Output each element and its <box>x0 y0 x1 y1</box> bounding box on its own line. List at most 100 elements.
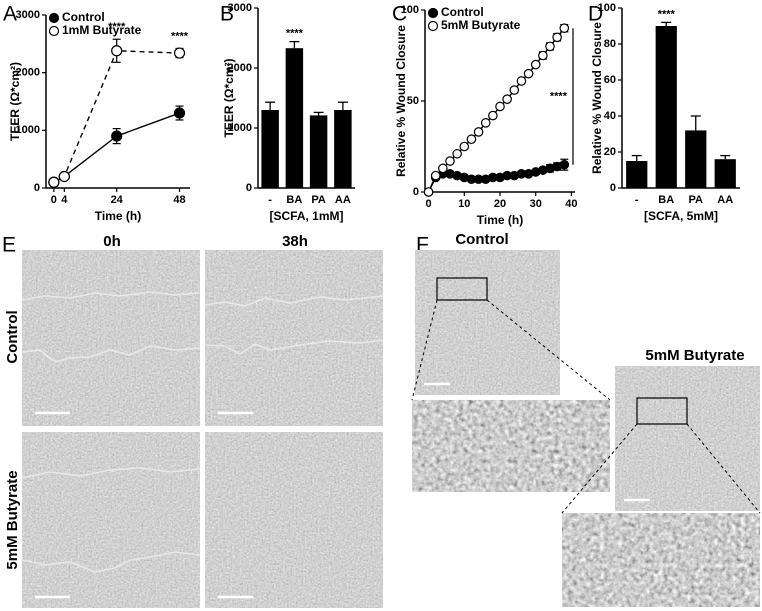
wound-edge <box>204 339 384 355</box>
image-label: 5mM Butyrate <box>645 347 744 364</box>
wound-edge <box>204 295 384 307</box>
zoom-micrograph <box>411 399 611 493</box>
wound-edge <box>21 551 201 573</box>
panel-letter: A <box>3 3 17 26</box>
marker <box>538 50 548 61</box>
zoom-line <box>561 423 638 514</box>
x-tick-label: 24 <box>111 194 124 206</box>
zoom-figure <box>411 250 761 608</box>
series-line <box>53 50 180 183</box>
y-tick-label: 0 <box>246 182 252 194</box>
x-tick-label: 10 <box>458 198 470 210</box>
image-label: Control <box>455 231 508 248</box>
marker <box>445 156 455 166</box>
y-tick-label: 50 <box>407 95 419 107</box>
micrograph <box>205 432 383 608</box>
micrograph <box>205 250 383 426</box>
marker <box>502 94 512 104</box>
legend-marker <box>427 7 439 19</box>
significance: **** <box>171 30 189 42</box>
zoom-micrograph <box>561 512 761 608</box>
significance: **** <box>286 28 304 40</box>
x-tick-label: - <box>268 194 272 206</box>
micrograph <box>22 432 200 608</box>
y-tick-label: 1000 <box>228 122 252 134</box>
bar <box>334 110 352 188</box>
x-tick-label: 20 <box>494 198 506 210</box>
marker <box>430 170 441 181</box>
x-tick-label: 4 <box>61 194 68 206</box>
y-tick-label: 100 <box>401 4 419 16</box>
x-tick-label: 48 <box>173 194 185 206</box>
panel-letter: C <box>392 3 407 26</box>
y-tick-label: 20 <box>604 146 616 158</box>
series-line <box>53 112 180 183</box>
panel-letter: E <box>2 234 16 257</box>
significance: **** <box>550 90 568 102</box>
significance: **** <box>658 8 676 20</box>
x-tick-label: 30 <box>530 198 542 210</box>
marker <box>58 170 70 183</box>
marker <box>530 59 541 70</box>
row-header: Control <box>4 310 21 363</box>
bar <box>626 161 648 188</box>
y-axis-label: TEER (Ω*cm²) <box>8 62 22 141</box>
legend-label: 5mM Butyrate <box>441 18 521 32</box>
marker <box>516 76 527 86</box>
row-header: 5mM Butyrate <box>4 470 21 569</box>
marker <box>559 23 570 33</box>
marker <box>48 176 60 188</box>
legend-marker <box>48 25 60 37</box>
y-tick-label: 60 <box>604 74 616 86</box>
panel-letter: B <box>220 3 234 26</box>
marker <box>545 41 555 52</box>
significance: **** <box>108 21 126 33</box>
y-axis-label: Relative % Wound Closure <box>590 22 604 174</box>
x-axis-label: Time (h) <box>95 209 141 223</box>
y-tick-label: 2000 <box>228 62 252 74</box>
x-tick-label: BA <box>286 194 302 206</box>
legend-marker <box>48 12 60 24</box>
bar <box>685 130 707 188</box>
column-header: 0h <box>103 233 121 250</box>
y-tick-label: 80 <box>604 38 616 50</box>
x-axis-label: Time (h) <box>477 213 523 227</box>
y-tick-label: 2000 <box>16 67 40 79</box>
x-tick-label: PA <box>689 194 704 206</box>
legend-label: Control <box>441 5 484 19</box>
zoom-line <box>686 423 761 514</box>
bar <box>655 26 677 188</box>
micrograph <box>22 250 200 426</box>
bar <box>309 115 328 188</box>
y-axis-label: TEER (Ω*cm²) <box>222 59 236 138</box>
y-tick-label: 0 <box>610 182 616 194</box>
marker <box>438 163 448 174</box>
x-tick-label: 40 <box>565 198 577 210</box>
column-header: 38h <box>282 233 308 250</box>
marker <box>452 148 462 159</box>
marker <box>509 85 520 95</box>
x-tick-label: BA <box>658 194 674 206</box>
zoom-box <box>436 277 488 301</box>
bar <box>261 110 279 188</box>
marker <box>523 68 534 79</box>
bar <box>714 159 736 188</box>
marker <box>173 47 186 59</box>
x-tick-label: PA <box>311 194 326 206</box>
y-tick-label: 1000 <box>16 124 40 136</box>
marker <box>480 118 491 128</box>
wound-edge <box>21 291 201 301</box>
y-tick-label: 3000 <box>228 2 252 14</box>
wound-edge <box>21 345 201 363</box>
legend-label: Control <box>62 10 105 24</box>
legend-label: 1mM Butyrate <box>62 23 142 37</box>
marker <box>495 101 505 112</box>
legend-marker <box>427 20 439 32</box>
micrograph <box>415 250 560 395</box>
x-tick-label: 0 <box>51 194 57 206</box>
x-axis-label: [SCFA, 1mM] <box>269 209 343 223</box>
micrograph <box>615 366 760 511</box>
x-axis-label: [SCFA, 5mM] <box>644 209 718 223</box>
marker <box>111 45 123 57</box>
